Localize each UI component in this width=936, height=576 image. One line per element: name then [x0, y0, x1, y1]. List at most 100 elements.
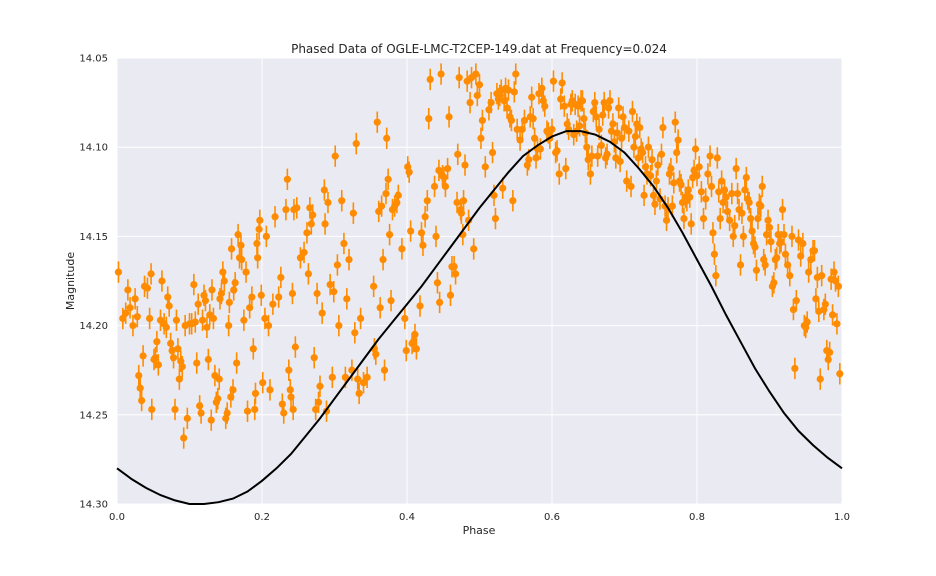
- data-point: [309, 211, 317, 219]
- data-point: [670, 179, 678, 187]
- data-points: [114, 70, 844, 442]
- data-point: [384, 175, 392, 183]
- data-point: [242, 268, 250, 276]
- data-point: [198, 316, 207, 324]
- data-point: [549, 77, 558, 85]
- data-point: [333, 261, 341, 269]
- data-point: [139, 352, 147, 360]
- data-point: [227, 393, 235, 401]
- data-point: [531, 134, 539, 142]
- data-point: [826, 348, 834, 356]
- data-point: [516, 136, 524, 144]
- data-point: [475, 81, 484, 89]
- data-point: [219, 268, 227, 276]
- data-point: [225, 298, 233, 307]
- data-point: [352, 140, 360, 148]
- data-point: [248, 293, 256, 301]
- data-point: [238, 255, 246, 264]
- data-point: [316, 382, 324, 390]
- data-point: [478, 116, 486, 125]
- data-point: [652, 177, 661, 185]
- data-point: [761, 261, 769, 269]
- data-point: [407, 227, 415, 235]
- data-point: [764, 216, 772, 224]
- data-point: [259, 379, 267, 387]
- data-point: [818, 272, 826, 280]
- data-point: [720, 186, 729, 194]
- data-point: [677, 181, 685, 189]
- y-tick-label: 14.25: [79, 410, 108, 421]
- data-point: [133, 313, 141, 321]
- data-point: [773, 254, 781, 262]
- data-point: [379, 255, 387, 264]
- data-point: [748, 227, 756, 235]
- data-point: [437, 70, 445, 78]
- data-point: [304, 270, 312, 278]
- data-point: [788, 232, 796, 240]
- x-tick-label: 0.0: [109, 512, 125, 523]
- data-point: [592, 113, 600, 121]
- data-point: [321, 220, 329, 228]
- data-point: [805, 268, 813, 276]
- data-point: [223, 409, 231, 417]
- data-point: [363, 373, 371, 381]
- x-tick-label: 0.4: [399, 512, 415, 523]
- data-point: [528, 93, 536, 101]
- y-tick-label: 14.05: [79, 54, 108, 65]
- data-point: [821, 300, 829, 308]
- data-point: [525, 156, 533, 164]
- data-point: [722, 193, 730, 201]
- data-point: [131, 295, 139, 303]
- data-point: [312, 405, 320, 414]
- data-point: [674, 136, 682, 144]
- data-point: [488, 148, 497, 157]
- data-point: [752, 266, 761, 274]
- data-point: [715, 188, 723, 196]
- data-point: [331, 152, 339, 160]
- data-point: [616, 157, 624, 166]
- data-point: [204, 355, 212, 364]
- data-point: [777, 238, 785, 246]
- data-point: [575, 122, 584, 130]
- data-point: [594, 152, 602, 160]
- data-point: [197, 409, 205, 417]
- data-point: [799, 239, 807, 248]
- data-point: [828, 311, 837, 319]
- data-point: [607, 127, 616, 135]
- data-point: [574, 102, 582, 110]
- data-point: [237, 241, 245, 249]
- data-point: [532, 154, 540, 162]
- data-point: [518, 125, 526, 133]
- data-point: [194, 300, 202, 308]
- data-point: [217, 289, 225, 298]
- data-point: [810, 247, 819, 255]
- data-point: [433, 279, 442, 287]
- data-point: [648, 156, 656, 164]
- data-point: [472, 70, 480, 78]
- data-point: [707, 182, 716, 191]
- data-point: [328, 373, 336, 381]
- data-point: [162, 323, 170, 331]
- data-point: [747, 214, 755, 223]
- data-point: [778, 206, 787, 214]
- data-point: [706, 152, 714, 160]
- data-point: [512, 70, 520, 78]
- data-point: [251, 405, 259, 414]
- data-point: [209, 314, 218, 323]
- data-point: [595, 125, 603, 133]
- data-point: [326, 280, 334, 289]
- data-point: [417, 229, 426, 237]
- data-point: [704, 170, 712, 178]
- data-point: [644, 143, 653, 151]
- data-point: [538, 84, 546, 92]
- data-point: [649, 191, 658, 199]
- data-point: [375, 207, 383, 216]
- data-point: [249, 345, 257, 353]
- data-point: [728, 189, 736, 198]
- data-point: [313, 289, 321, 298]
- data-point: [174, 345, 182, 353]
- data-point: [613, 129, 621, 137]
- data-point: [233, 359, 241, 367]
- data-point: [628, 107, 637, 116]
